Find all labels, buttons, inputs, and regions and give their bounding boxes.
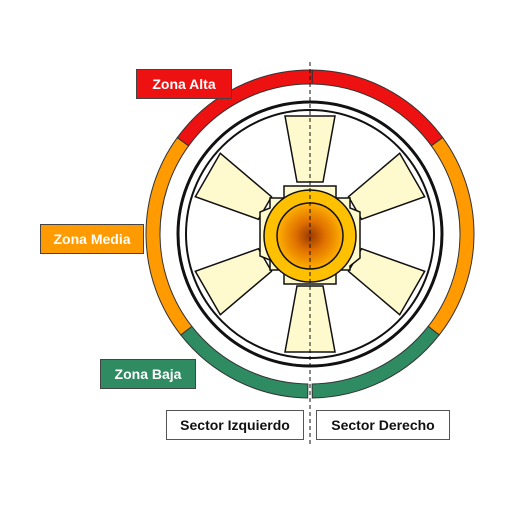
zone-low-arc-right [311,325,440,399]
sector-right-label: Sector Derecho [316,410,450,440]
sector-left-label: Sector Izquierdo [166,410,304,440]
zone-high-arc-left [176,69,313,147]
zone-medium-label: Zona Media [40,224,144,254]
zone-arcs [145,69,475,399]
zone-high-label: Zona Alta [136,69,232,99]
fan-blade-4 [284,285,336,353]
fan-blade-5 [194,247,273,316]
hub [259,185,361,285]
zone-low-label: Zona Baja [100,359,196,389]
fan-blade-2 [347,152,426,221]
